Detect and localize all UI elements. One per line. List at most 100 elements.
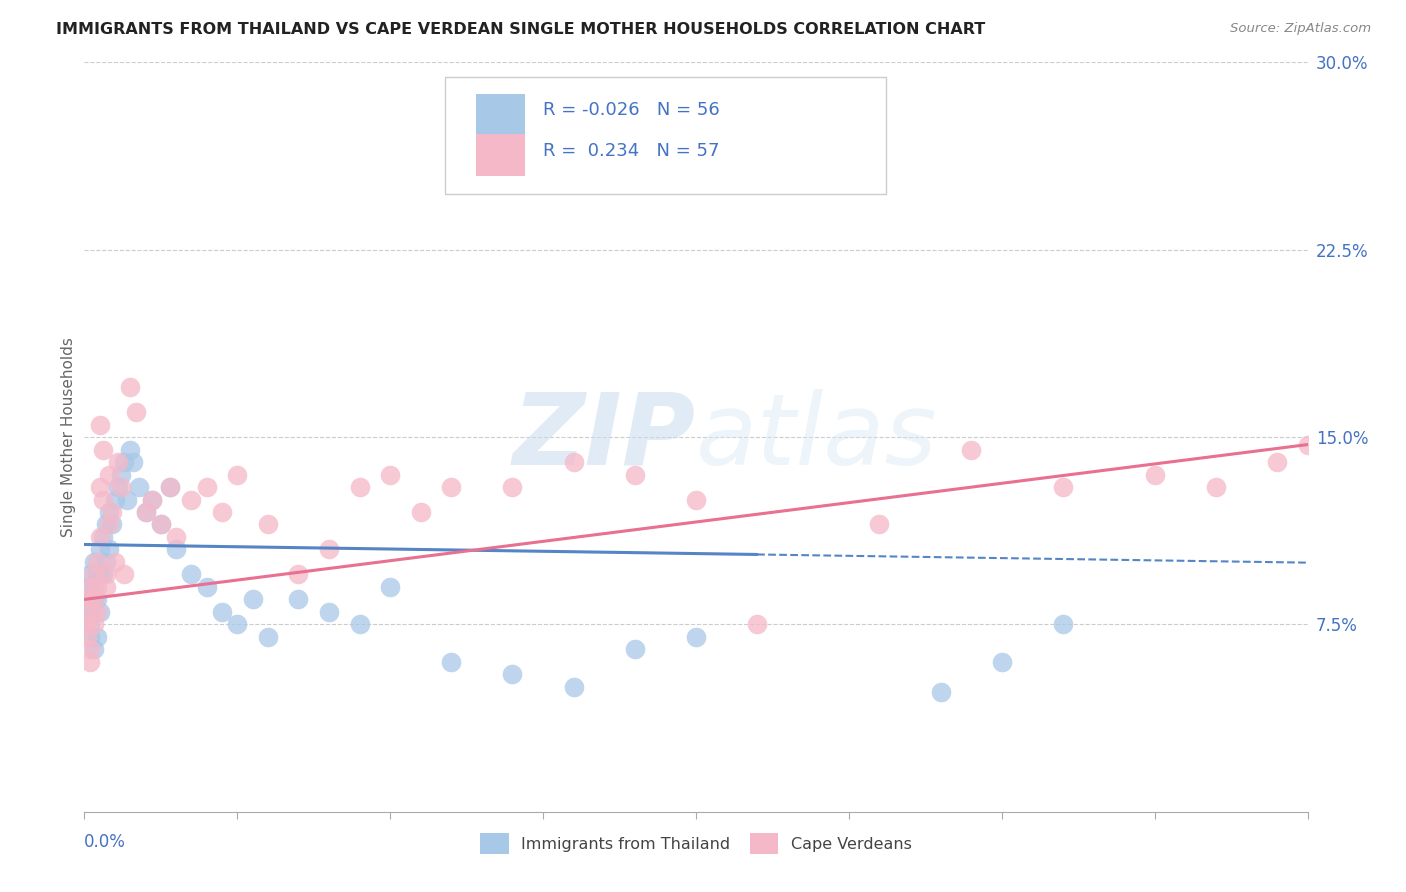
- Point: [1265, 455, 1288, 469]
- Point: [83, 592, 105, 607]
- Point: [624, 467, 647, 482]
- Point: [94, 580, 117, 594]
- Text: R =  0.234   N = 57: R = 0.234 N = 57: [543, 142, 720, 160]
- Point: [86, 555, 108, 569]
- Point: [76, 592, 98, 607]
- Point: [120, 442, 142, 457]
- Point: [112, 455, 135, 469]
- Point: [1052, 617, 1074, 632]
- Point: [79, 617, 101, 632]
- Point: [94, 567, 117, 582]
- Point: [1052, 480, 1074, 494]
- Point: [747, 617, 769, 632]
- Point: [89, 605, 111, 619]
- Text: Source: ZipAtlas.com: Source: ZipAtlas.com: [1230, 22, 1371, 36]
- Point: [562, 680, 585, 694]
- Point: [83, 592, 105, 607]
- Point: [76, 580, 98, 594]
- Point: [502, 667, 524, 681]
- Point: [94, 555, 117, 569]
- Point: [440, 480, 463, 494]
- Point: [409, 505, 432, 519]
- Point: [83, 567, 105, 582]
- Point: [83, 555, 105, 569]
- Point: [211, 605, 233, 619]
- Point: [141, 492, 163, 507]
- FancyBboxPatch shape: [446, 78, 886, 194]
- Point: [104, 555, 127, 569]
- Text: ZIP: ZIP: [513, 389, 696, 485]
- Point: [86, 605, 108, 619]
- Point: [89, 542, 111, 557]
- Point: [97, 517, 120, 532]
- Point: [149, 517, 172, 532]
- Point: [211, 505, 233, 519]
- Point: [128, 480, 150, 494]
- Point: [141, 492, 163, 507]
- Point: [86, 567, 108, 582]
- FancyBboxPatch shape: [475, 135, 524, 177]
- Point: [318, 542, 340, 557]
- Point: [86, 592, 108, 607]
- Point: [91, 530, 114, 544]
- Point: [89, 567, 111, 582]
- Point: [135, 505, 157, 519]
- Point: [502, 480, 524, 494]
- Point: [76, 592, 98, 607]
- Point: [79, 630, 101, 644]
- Legend: Immigrants from Thailand, Cape Verdeans: Immigrants from Thailand, Cape Verdeans: [474, 827, 918, 860]
- Point: [107, 455, 129, 469]
- Point: [97, 542, 120, 557]
- Point: [76, 630, 98, 644]
- Point: [165, 530, 187, 544]
- Point: [195, 580, 218, 594]
- Point: [960, 442, 983, 457]
- Point: [125, 405, 148, 419]
- Point: [159, 480, 181, 494]
- Point: [76, 605, 98, 619]
- Point: [112, 567, 135, 582]
- Point: [83, 617, 105, 632]
- Point: [807, 125, 830, 139]
- Point: [107, 480, 129, 494]
- Point: [86, 580, 108, 594]
- Text: R = -0.026   N = 56: R = -0.026 N = 56: [543, 101, 720, 119]
- Point: [318, 605, 340, 619]
- Point: [135, 505, 157, 519]
- Text: IMMIGRANTS FROM THAILAND VS CAPE VERDEAN SINGLE MOTHER HOUSEHOLDS CORRELATION CH: IMMIGRANTS FROM THAILAND VS CAPE VERDEAN…: [56, 22, 986, 37]
- Point: [380, 467, 402, 482]
- Point: [159, 480, 181, 494]
- Point: [97, 505, 120, 519]
- Point: [1143, 467, 1166, 482]
- Point: [257, 517, 280, 532]
- Point: [83, 580, 105, 594]
- Point: [83, 642, 105, 657]
- FancyBboxPatch shape: [475, 94, 524, 136]
- Point: [685, 492, 707, 507]
- Y-axis label: Single Mother Households: Single Mother Households: [60, 337, 76, 537]
- Point: [165, 542, 187, 557]
- Point: [79, 580, 101, 594]
- Point: [94, 517, 117, 532]
- Point: [79, 642, 101, 657]
- Point: [97, 467, 120, 482]
- Point: [562, 455, 585, 469]
- Point: [91, 492, 114, 507]
- Point: [349, 480, 371, 494]
- Point: [226, 467, 249, 482]
- Point: [380, 580, 402, 594]
- Point: [287, 567, 309, 582]
- Point: [149, 517, 172, 532]
- Point: [242, 592, 264, 607]
- Point: [685, 630, 707, 644]
- Point: [869, 517, 891, 532]
- Point: [991, 655, 1014, 669]
- Point: [89, 480, 111, 494]
- Point: [257, 630, 280, 644]
- Point: [110, 467, 132, 482]
- Point: [101, 505, 124, 519]
- Point: [89, 417, 111, 432]
- Text: atlas: atlas: [696, 389, 938, 485]
- Point: [79, 567, 101, 582]
- Point: [110, 480, 132, 494]
